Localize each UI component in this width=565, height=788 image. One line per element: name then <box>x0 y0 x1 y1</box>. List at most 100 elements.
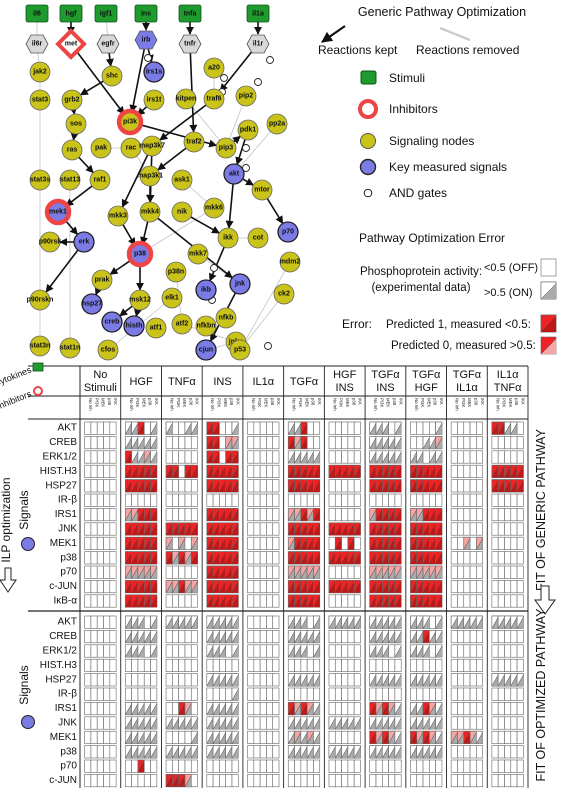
heatmap-cell <box>90 658 98 672</box>
heatmap-cell <box>334 745 342 759</box>
heatmap-cell <box>306 580 314 594</box>
heatmap-cell <box>497 644 505 658</box>
heatmap-cell <box>109 745 117 759</box>
legend-measured-label: Key measured signals <box>389 160 507 174</box>
heatmap-cell <box>184 464 192 478</box>
heatmap-cell <box>510 493 518 507</box>
heatmap-cell <box>253 508 261 522</box>
inhibitor-header: PI3K <box>94 398 99 407</box>
heatmap-cell <box>190 702 198 716</box>
heatmap-cell <box>184 479 192 493</box>
heatmap-cell <box>347 615 355 629</box>
heatmap-cell <box>341 450 349 464</box>
heatmap-cell <box>450 716 458 730</box>
node-label: irb <box>142 37 151 44</box>
heatmap-cell <box>287 565 295 579</box>
heatmap-cell <box>334 630 342 644</box>
node-mdm2: mdm2 <box>279 251 300 273</box>
heatmap-cell <box>272 565 280 579</box>
node-label: histh <box>126 323 143 330</box>
heatmap-cell <box>294 673 302 687</box>
heatmap-cell <box>231 508 239 522</box>
heatmap-cell <box>476 658 483 672</box>
heatmap-cell <box>328 551 336 565</box>
edge-kept <box>79 78 108 96</box>
heatmap-cell <box>375 436 383 450</box>
node-grb2: grb2 <box>61 89 83 111</box>
inhibitor-header: IKK <box>398 398 403 405</box>
node-akt: akt <box>223 163 245 185</box>
heatmap-cell <box>125 759 132 773</box>
heatmap-cell <box>225 644 233 658</box>
heatmap-cell <box>259 615 267 629</box>
heatmap-cell <box>109 644 117 658</box>
signal-label-generic: IR-β <box>58 495 77 506</box>
signal-label-optimized: HSP27 <box>45 674 77 685</box>
heatmap-cell <box>266 774 274 788</box>
heatmap-cell <box>313 551 321 565</box>
heatmap-cell <box>247 759 255 773</box>
heatmap-cell <box>259 716 267 730</box>
heatmap-cell <box>219 630 226 644</box>
inhibitor-header: MEK <box>304 398 309 407</box>
heatmap-cell <box>497 522 505 536</box>
heatmap-cell <box>172 479 179 493</box>
heatmap-cell <box>184 673 192 687</box>
heatmap-cell <box>172 436 179 450</box>
heatmap-cell <box>463 673 471 687</box>
heatmap-cell <box>90 536 98 550</box>
heatmap-cell <box>109 615 117 629</box>
heatmap-cell <box>143 774 151 788</box>
on-swatch <box>540 281 557 300</box>
fit-down-arrow-icon <box>534 585 556 615</box>
heatmap-cell <box>341 493 349 507</box>
node-p53: p53 <box>229 339 251 361</box>
heatmap-cell <box>328 687 336 701</box>
heatmap-cell <box>150 464 158 478</box>
heatmap-cell <box>369 644 377 658</box>
heatmap-cell <box>476 493 483 507</box>
heatmap-cell <box>287 580 295 594</box>
heatmap-cell <box>287 673 295 687</box>
heatmap-cell <box>137 421 145 435</box>
node-label: mkk4 <box>141 209 159 216</box>
heatmap-cell <box>253 702 261 716</box>
heatmap-cell <box>178 630 186 644</box>
heatmap-cell <box>510 508 518 522</box>
heatmap-cell <box>463 479 471 493</box>
heatmap-cell <box>125 644 132 658</box>
heatmap-cell <box>504 615 512 629</box>
heatmap-cell <box>491 479 499 493</box>
heatmap-cell <box>334 687 342 701</box>
heatmap-cell <box>457 615 465 629</box>
heatmap-cell <box>516 522 524 536</box>
heatmap-cell <box>429 615 436 629</box>
heatmap-cell <box>334 594 342 608</box>
heatmap-cell <box>410 594 418 608</box>
heatmap-cell <box>375 421 383 435</box>
heatmap-cell <box>388 508 396 522</box>
heatmap-cell <box>143 630 151 644</box>
heatmap-cell <box>172 536 179 550</box>
heatmap-cell <box>353 594 361 608</box>
heatmap-cell <box>212 745 220 759</box>
heatmap-cell <box>429 644 436 658</box>
heatmap-cell <box>369 565 377 579</box>
heatmap-cell <box>206 536 214 550</box>
heatmap-cell <box>172 630 179 644</box>
heatmap-cell <box>347 464 355 478</box>
heatmap-cell <box>435 644 443 658</box>
heatmap-cell <box>516 774 524 788</box>
signal-label-generic: AKT <box>58 423 77 434</box>
edge-removed <box>233 123 278 175</box>
heatmap-cell <box>388 774 396 788</box>
heatmap-cell <box>231 658 239 672</box>
heatmap-cell <box>375 759 383 773</box>
node-pip3: pip3 <box>215 137 237 159</box>
heatmap-cell <box>212 436 220 450</box>
heatmap-cell <box>165 479 173 493</box>
heatmap-cell <box>225 630 233 644</box>
heatmap-cell <box>457 774 465 788</box>
node-p90rskn: p90rskn <box>27 289 53 311</box>
heatmap-cell <box>382 702 389 716</box>
